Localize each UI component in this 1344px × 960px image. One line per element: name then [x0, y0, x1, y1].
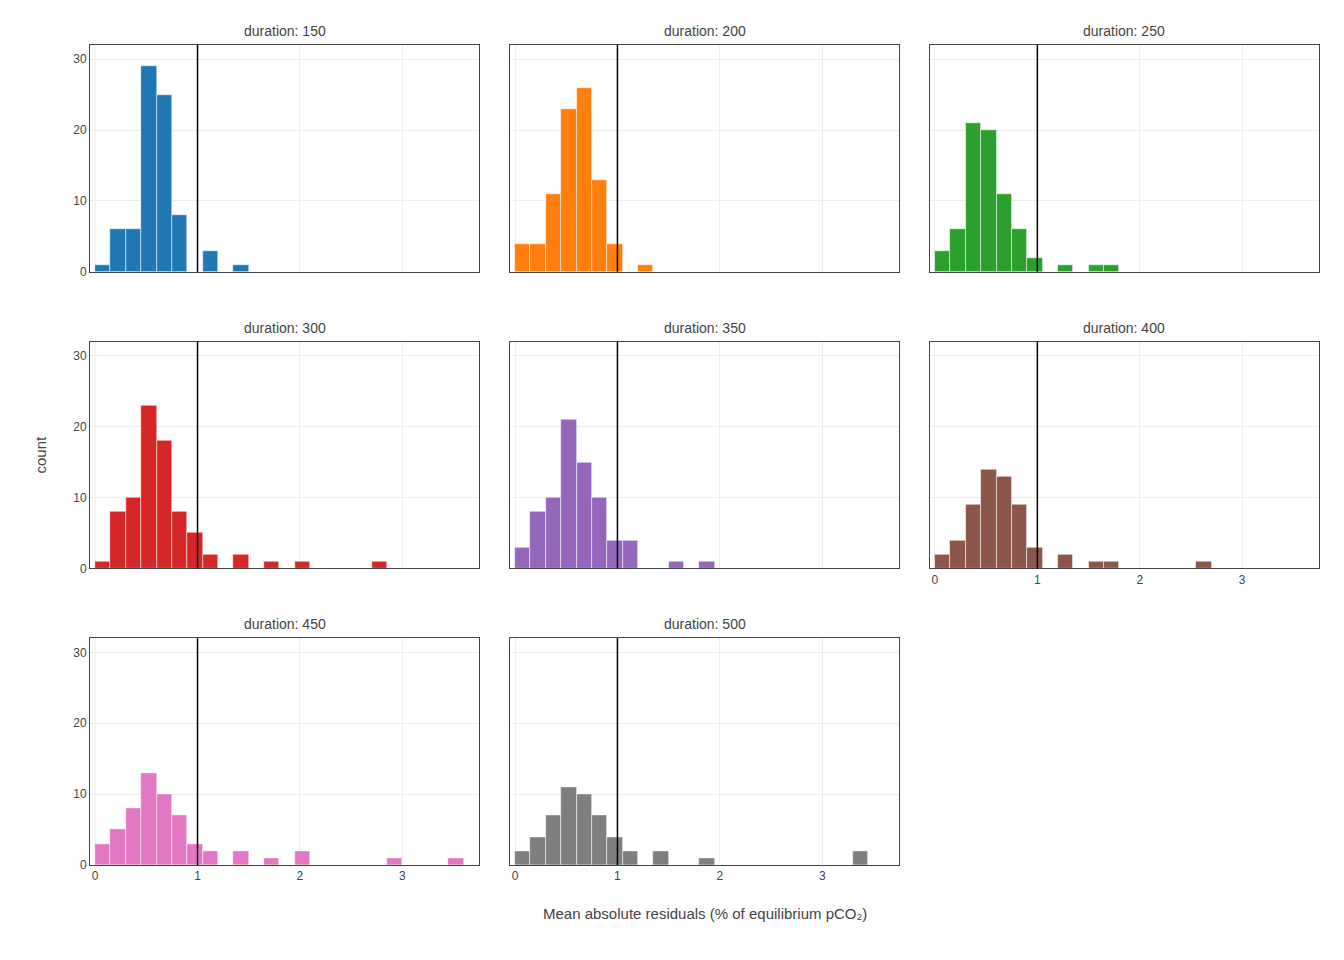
svg-text:duration: 400: duration: 400: [1083, 320, 1165, 336]
svg-text:0: 0: [80, 265, 87, 279]
svg-text:3: 3: [819, 869, 826, 883]
svg-text:2: 2: [297, 869, 304, 883]
svg-text:0: 0: [80, 858, 87, 872]
svg-text:0: 0: [932, 573, 939, 587]
svg-text:20: 20: [73, 716, 87, 730]
svg-text:3: 3: [1239, 573, 1246, 587]
svg-text:duration: 450: duration: 450: [244, 616, 326, 632]
svg-text:duration: 150: duration: 150: [244, 23, 326, 39]
svg-text:3: 3: [399, 869, 406, 883]
svg-text:2: 2: [717, 869, 724, 883]
svg-text:10: 10: [73, 194, 87, 208]
svg-text:0: 0: [80, 562, 87, 576]
svg-text:duration: 300: duration: 300: [244, 320, 326, 336]
svg-text:30: 30: [73, 349, 87, 363]
svg-text:1: 1: [194, 869, 201, 883]
svg-text:30: 30: [73, 646, 87, 660]
svg-text:Mean absolute residuals (% of: Mean absolute residuals (% of equilibriu…: [543, 905, 867, 922]
svg-text:20: 20: [73, 420, 87, 434]
svg-text:20: 20: [73, 123, 87, 137]
svg-text:1: 1: [1034, 573, 1041, 587]
svg-text:0: 0: [92, 869, 99, 883]
svg-text:duration: 200: duration: 200: [664, 23, 746, 39]
svg-text:duration: 350: duration: 350: [664, 320, 746, 336]
svg-text:1: 1: [614, 869, 621, 883]
svg-text:30: 30: [73, 52, 87, 66]
svg-text:count: count: [32, 436, 49, 474]
svg-text:duration: 500: duration: 500: [664, 616, 746, 632]
svg-text:duration: 250: duration: 250: [1083, 23, 1165, 39]
svg-text:10: 10: [73, 787, 87, 801]
svg-text:2: 2: [1136, 573, 1143, 587]
svg-text:10: 10: [73, 491, 87, 505]
svg-text:0: 0: [512, 869, 519, 883]
